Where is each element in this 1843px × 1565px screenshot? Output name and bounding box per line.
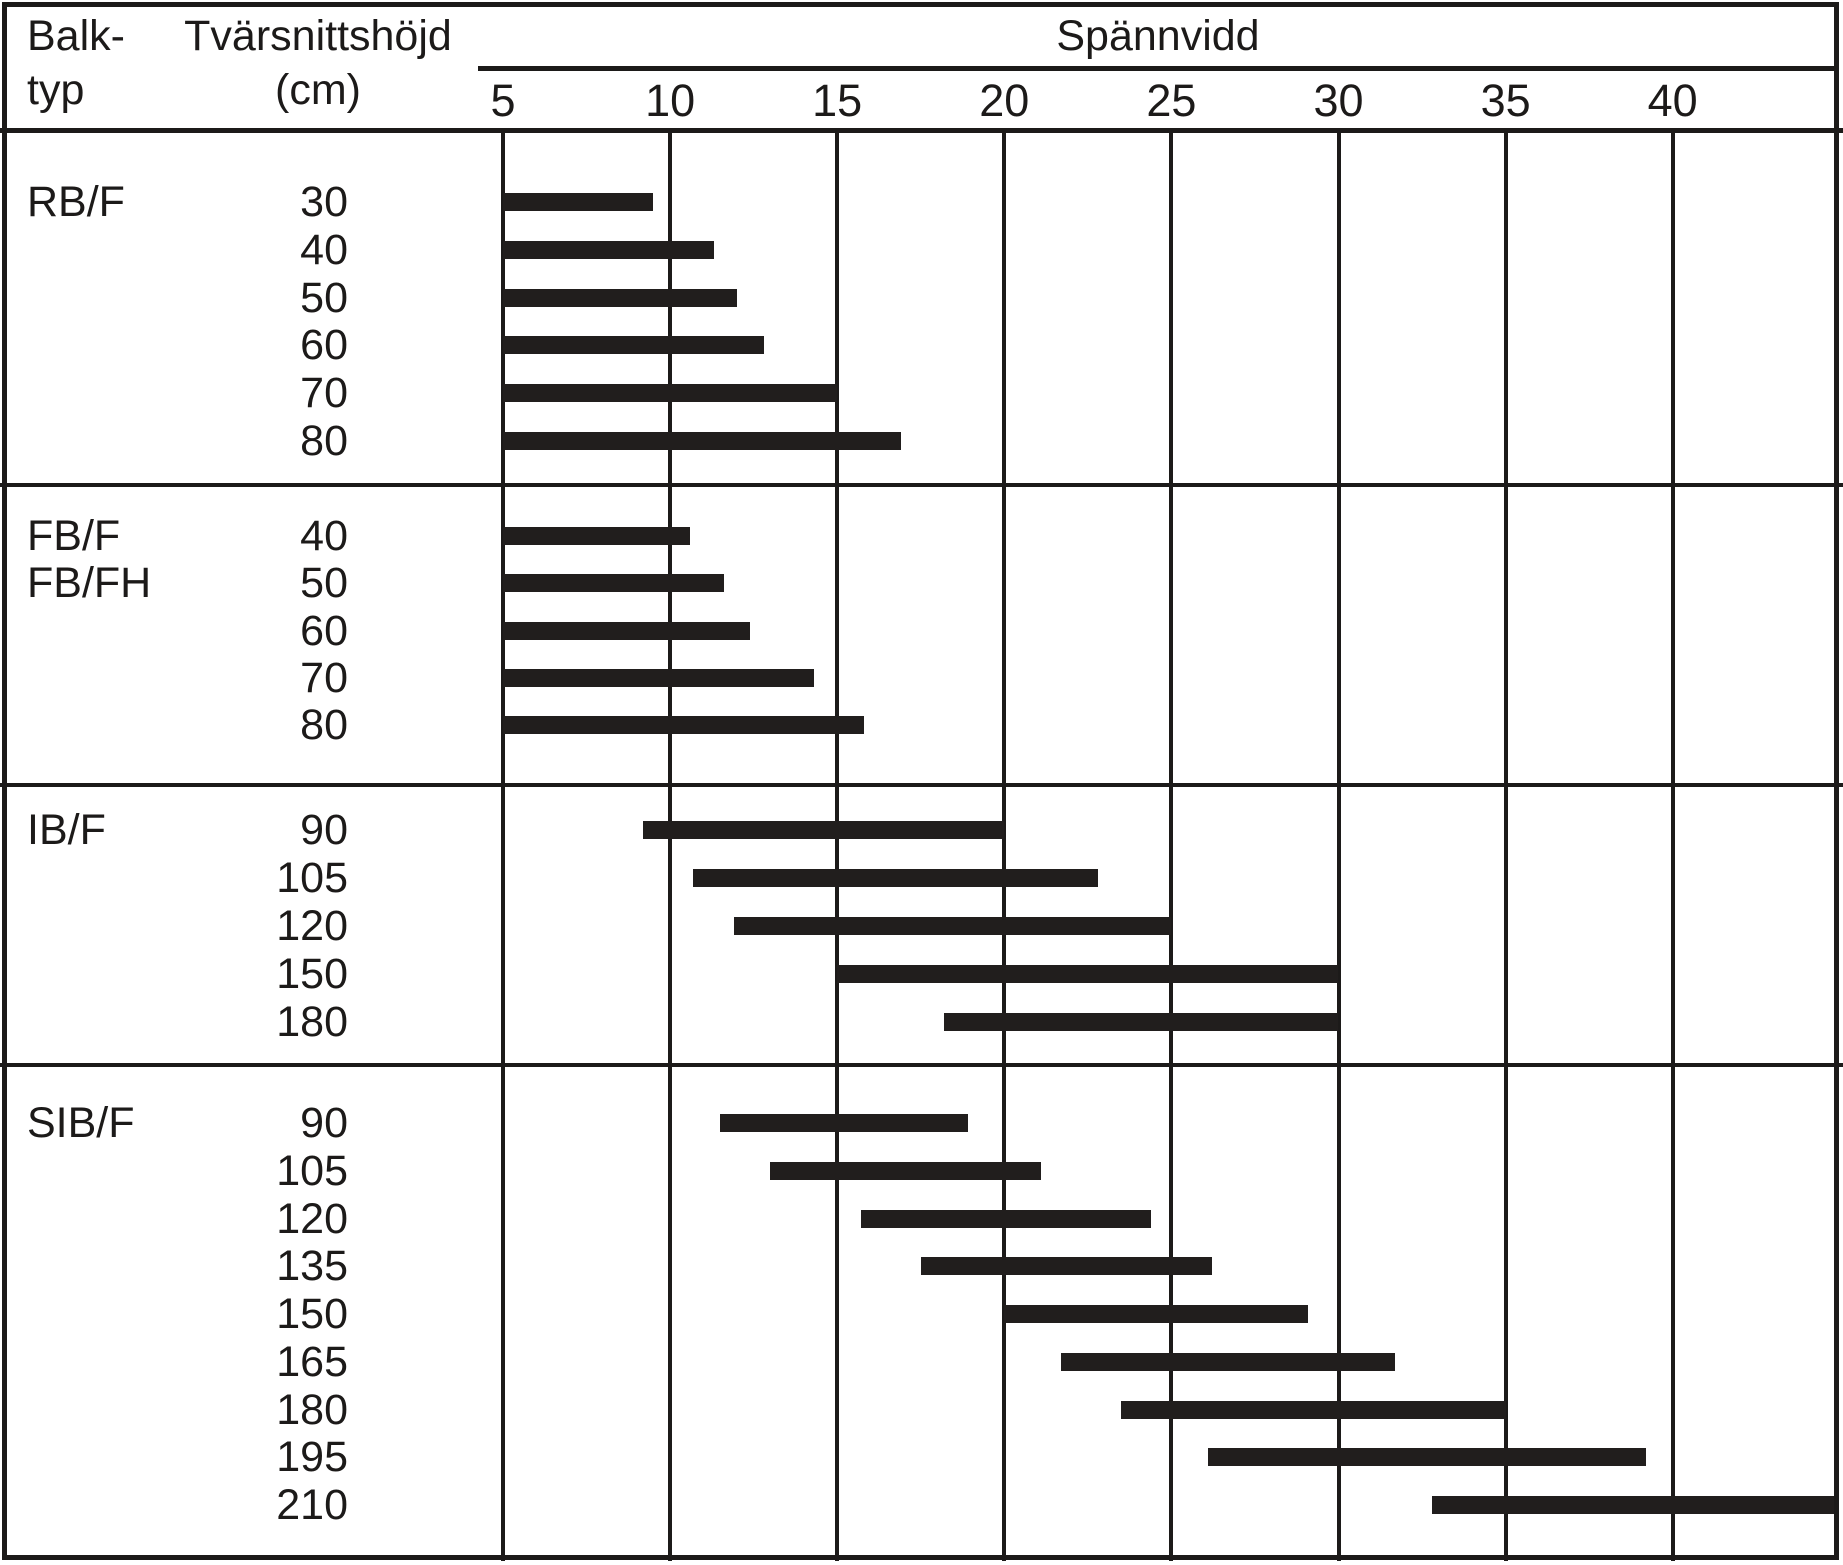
span-bar bbox=[1061, 1352, 1396, 1371]
height-label: 40 bbox=[300, 512, 348, 560]
span-bar bbox=[643, 821, 1005, 839]
gridline bbox=[1002, 130, 1007, 1561]
height-label: 40 bbox=[300, 225, 348, 274]
height-label: 90 bbox=[300, 1099, 348, 1147]
span-bar bbox=[503, 240, 714, 259]
gridline bbox=[1169, 130, 1174, 1561]
height-label: 120 bbox=[276, 902, 348, 950]
header-separator-line bbox=[0, 128, 1843, 133]
span-bar bbox=[503, 621, 751, 640]
gridline bbox=[668, 130, 673, 1561]
span-bar bbox=[503, 574, 724, 593]
span-bar bbox=[1121, 1400, 1506, 1419]
span-bar bbox=[860, 1209, 1152, 1228]
span-bar bbox=[1208, 1448, 1646, 1467]
height-label: 195 bbox=[276, 1433, 348, 1482]
height-label: 80 bbox=[300, 417, 348, 465]
header-beam-type-line1: Balk- bbox=[27, 12, 125, 60]
span-bar bbox=[920, 1257, 1212, 1276]
span-bar bbox=[503, 336, 764, 355]
span-bar bbox=[503, 716, 864, 735]
height-label: 135 bbox=[276, 1242, 348, 1291]
beam-type-label: SIB/F bbox=[27, 1099, 135, 1147]
group-separator bbox=[0, 1063, 1843, 1067]
height-label: 105 bbox=[276, 1146, 348, 1195]
height-label: 180 bbox=[276, 998, 348, 1046]
gridline bbox=[835, 130, 840, 1561]
span-bar bbox=[503, 668, 814, 687]
span-bar bbox=[770, 1161, 1042, 1180]
height-label: 150 bbox=[276, 1290, 348, 1338]
span-bar bbox=[503, 527, 691, 545]
height-label: 210 bbox=[276, 1481, 348, 1529]
span-bar bbox=[1432, 1496, 1834, 1514]
group-separator bbox=[0, 783, 1843, 787]
axis-tick-label: 20 bbox=[979, 75, 1030, 126]
beam-type-label: FB/F bbox=[27, 512, 121, 560]
gridline bbox=[1336, 130, 1341, 1561]
height-label: 50 bbox=[300, 559, 348, 608]
span-bar bbox=[503, 193, 654, 211]
span-bar bbox=[733, 917, 1172, 935]
axis-tick-label: 15 bbox=[812, 75, 863, 126]
axis-tick-label: 35 bbox=[1480, 75, 1531, 126]
axis-tick-label: 40 bbox=[1647, 75, 1698, 126]
height-label: 70 bbox=[300, 369, 348, 418]
gridline bbox=[1670, 130, 1675, 1561]
beam-type-label: IB/F bbox=[27, 806, 106, 854]
axis-line bbox=[478, 66, 1838, 71]
gridline bbox=[501, 130, 505, 1561]
height-label: 150 bbox=[276, 950, 348, 998]
span-bar bbox=[503, 384, 838, 403]
span-bar bbox=[503, 288, 737, 307]
height-label: 105 bbox=[276, 854, 348, 902]
height-label: 80 bbox=[300, 701, 348, 750]
height-label: 165 bbox=[276, 1337, 348, 1386]
axis-tick-label: 25 bbox=[1146, 75, 1197, 126]
height-label: 30 bbox=[300, 178, 348, 226]
span-bar bbox=[837, 965, 1339, 983]
span-bar bbox=[503, 432, 901, 450]
axis-title: Spännvidd bbox=[1056, 12, 1260, 60]
span-bar bbox=[1004, 1305, 1309, 1323]
gridline bbox=[1503, 130, 1508, 1561]
axis-tick-label: 10 bbox=[645, 75, 696, 126]
beam-type-label: RB/F bbox=[27, 178, 125, 226]
beam-type-label: FB/FH bbox=[27, 559, 152, 608]
group-separator bbox=[0, 483, 1843, 487]
span-bar bbox=[720, 1114, 968, 1132]
height-label: 120 bbox=[276, 1194, 348, 1243]
span-bar bbox=[693, 869, 1098, 887]
height-label: 60 bbox=[300, 606, 348, 655]
height-label: 90 bbox=[300, 806, 348, 854]
height-label: 180 bbox=[276, 1385, 348, 1434]
axis-tick-label: 5 bbox=[490, 75, 516, 126]
header-section-height-line2: (cm) bbox=[275, 66, 361, 114]
header-beam-type-line2: typ bbox=[27, 66, 85, 114]
height-label: 60 bbox=[300, 321, 348, 370]
height-label: 50 bbox=[300, 273, 348, 322]
axis-tick-label: 30 bbox=[1313, 75, 1364, 126]
span-bar bbox=[944, 1013, 1339, 1031]
header-section-height-line1: Tvärsnittshöjd bbox=[184, 12, 452, 60]
height-label: 70 bbox=[300, 653, 348, 702]
